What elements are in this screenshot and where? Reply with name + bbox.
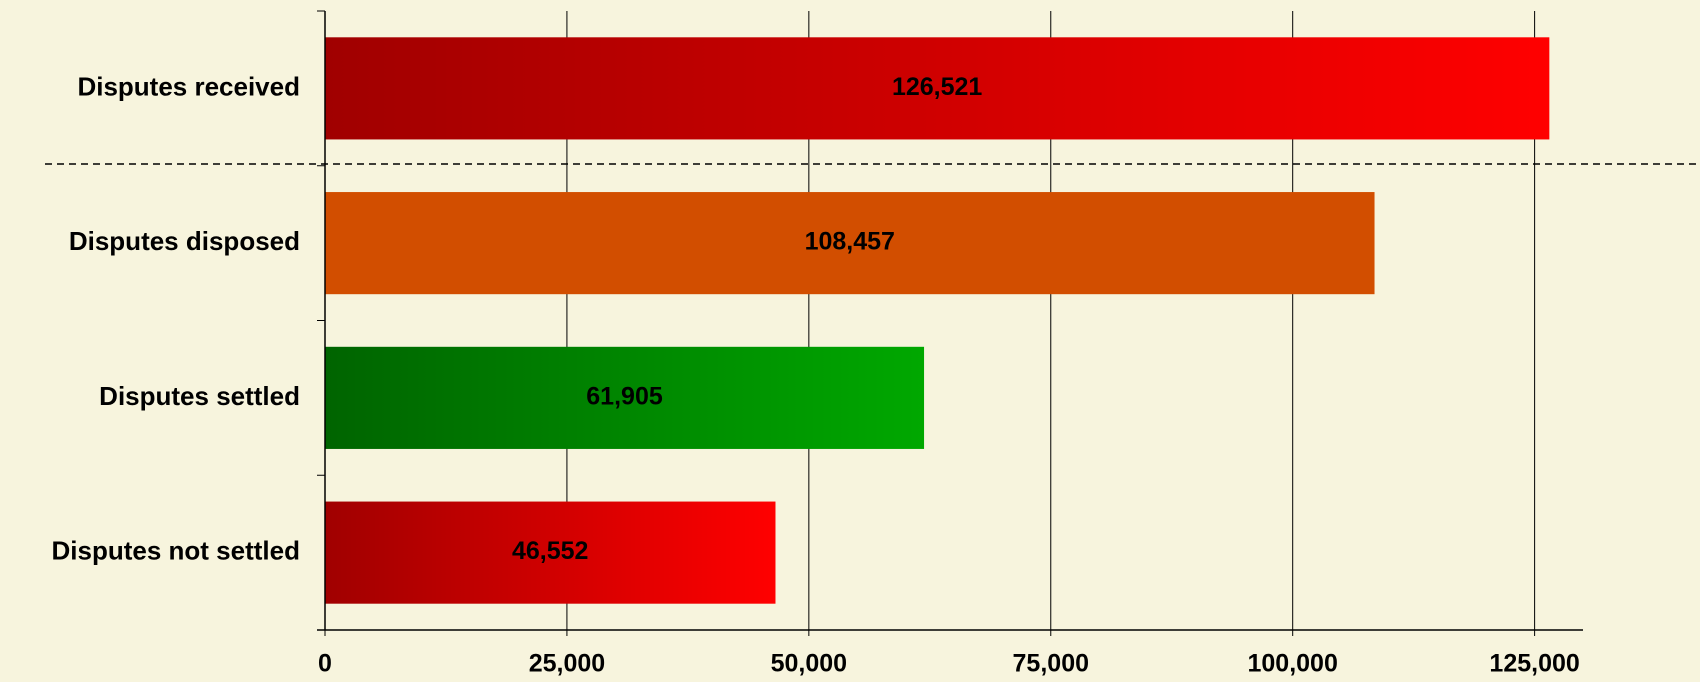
value-label: 126,521 [892,73,982,101]
bar [325,346,925,449]
value-label: 61,905 [586,382,663,410]
category-label: Disputes received [77,71,300,101]
bar [325,37,1550,140]
category-label: Disputes disposed [69,226,300,256]
x-tick-label: 25,000 [529,650,605,678]
bar [325,501,776,604]
value-label: 46,552 [512,537,588,565]
x-tick-label: 50,000 [771,650,847,678]
x-tick-label: 100,000 [1248,650,1338,678]
bar [325,192,1375,295]
category-label: Disputes not settled [52,536,300,566]
category-label: Disputes settled [99,381,300,411]
value-label: 108,457 [805,228,895,256]
x-tick-label: 75,000 [1013,650,1089,678]
x-tick-label: 125,000 [1489,650,1579,678]
x-tick-label: 0 [318,650,332,678]
